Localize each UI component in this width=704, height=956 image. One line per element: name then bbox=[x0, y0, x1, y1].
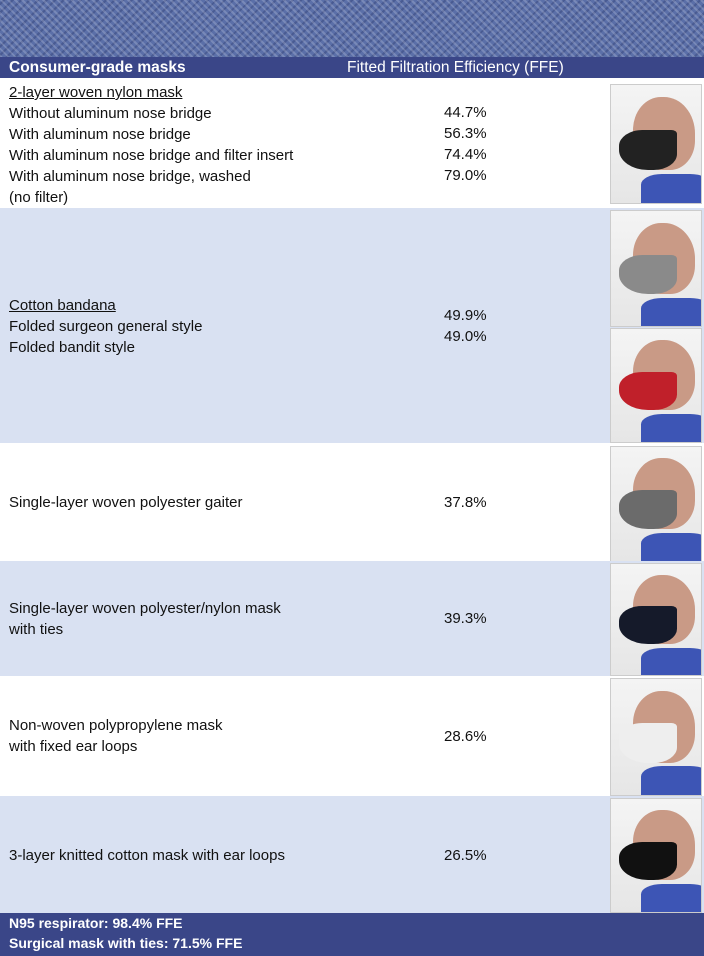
table-row bbox=[0, 796, 704, 913]
row-title: 2-layer woven nylon mask bbox=[9, 84, 183, 101]
row-label: with ties bbox=[9, 621, 64, 638]
table-row bbox=[0, 78, 704, 208]
mask-photo bbox=[610, 210, 702, 327]
footer: N95 respirator: 98.4% FFE Surgical mask … bbox=[0, 913, 704, 956]
ffe-value: 28.6% bbox=[444, 728, 487, 745]
photo-shirt bbox=[641, 414, 701, 442]
ffe-value: 26.5% bbox=[444, 847, 487, 864]
row-label: (no filter) bbox=[9, 189, 69, 206]
photo-mask bbox=[619, 490, 677, 530]
photo-mask bbox=[619, 129, 677, 170]
mask-photo bbox=[610, 798, 702, 913]
table-header: Consumer-grade masks Fitted Filtration E… bbox=[0, 57, 704, 78]
banner bbox=[0, 0, 704, 57]
row-label: Single-layer woven polyester gaiter bbox=[9, 494, 243, 511]
ffe-value: 56.3% bbox=[444, 125, 487, 142]
ffe-value: 39.3% bbox=[444, 610, 487, 627]
footer-note: Surgical mask with ties: 71.5% FFE bbox=[9, 935, 243, 951]
ffe-value: 37.8% bbox=[444, 494, 487, 511]
photo-mask bbox=[619, 606, 677, 644]
column-header: Consumer-grade masks bbox=[9, 59, 186, 76]
table-row bbox=[0, 561, 704, 676]
row-label: with fixed ear loops bbox=[9, 738, 138, 755]
mask-photo bbox=[610, 678, 702, 796]
ffe-value: 74.4% bbox=[444, 146, 487, 163]
row-label: Folded surgeon general style bbox=[9, 318, 203, 335]
ffe-value: 49.9% bbox=[444, 307, 487, 324]
mask-photo bbox=[610, 563, 702, 676]
row-label: With aluminum nose bridge bbox=[9, 126, 191, 143]
table-row bbox=[0, 208, 704, 443]
photo-mask bbox=[619, 254, 677, 294]
photo-shirt bbox=[641, 884, 701, 912]
ffe-value: 49.0% bbox=[444, 328, 487, 345]
row-label: Without aluminum nose bridge bbox=[9, 105, 212, 122]
photo-shirt bbox=[641, 173, 701, 203]
photo-mask bbox=[619, 841, 677, 881]
row-label: Single-layer woven polyester/nylon mask bbox=[9, 600, 281, 617]
photo-shirt bbox=[641, 647, 701, 675]
table-row bbox=[0, 676, 704, 796]
row-title: Cotton bandana bbox=[9, 297, 116, 314]
photo-shirt bbox=[641, 766, 701, 795]
photo-shirt bbox=[641, 297, 701, 326]
row-label: 3-layer knitted cotton mask with ear loo… bbox=[9, 847, 285, 864]
row-label: Folded bandit style bbox=[9, 339, 135, 356]
mask-photo bbox=[610, 446, 702, 562]
row-label: With aluminum nose bridge and filter ins… bbox=[9, 147, 294, 164]
mask-photo bbox=[610, 84, 702, 204]
row-label: Non-woven polypropylene mask bbox=[9, 717, 223, 734]
mask-photo bbox=[610, 328, 702, 443]
row-label: With aluminum nose bridge, washed bbox=[9, 168, 251, 185]
table-row bbox=[0, 443, 704, 561]
ffe-value: 44.7% bbox=[444, 104, 487, 121]
footer-note: N95 respirator: 98.4% FFE bbox=[9, 915, 183, 931]
column-header: Fitted Filtration Efficiency (FFE) bbox=[347, 59, 564, 76]
ffe-value: 79.0% bbox=[444, 167, 487, 184]
photo-mask bbox=[619, 723, 677, 763]
photo-shirt bbox=[641, 532, 701, 561]
photo-mask bbox=[619, 371, 677, 411]
